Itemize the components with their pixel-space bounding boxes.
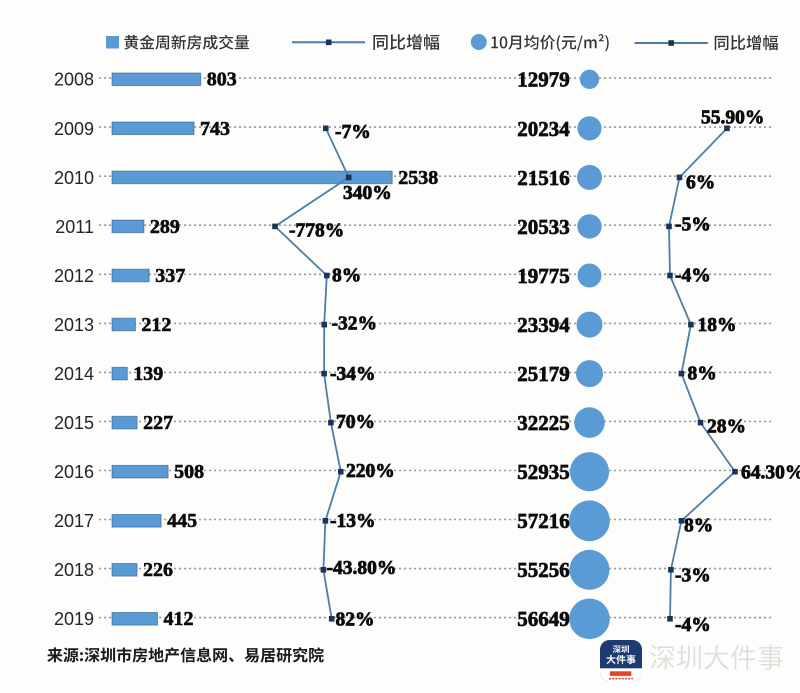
svg-text:2011: 2011 [55, 217, 94, 237]
svg-text:-43.80%: -43.80% [327, 558, 397, 579]
svg-text:18%: 18% [698, 315, 737, 336]
svg-text:-5%: -5% [675, 215, 711, 236]
svg-text:6%: 6% [686, 173, 715, 194]
svg-text:-778%: -778% [289, 221, 344, 242]
svg-text:-34%: -34% [330, 364, 376, 385]
svg-text:12979: 12979 [517, 68, 570, 92]
svg-text:2018: 2018 [54, 560, 94, 580]
svg-text:2012: 2012 [54, 266, 94, 286]
svg-text:2538: 2538 [398, 167, 438, 189]
svg-text:-32%: -32% [332, 314, 378, 335]
svg-text:743: 743 [200, 118, 230, 140]
svg-text:-4%: -4% [675, 615, 711, 636]
svg-text:55.90%: 55.90% [701, 108, 764, 129]
svg-text:508: 508 [174, 461, 204, 483]
svg-text:55256: 55256 [517, 558, 570, 582]
svg-text:227: 227 [143, 412, 173, 434]
svg-text:803: 803 [207, 69, 237, 91]
svg-text:-13%: -13% [330, 511, 376, 532]
svg-text:32225: 32225 [517, 411, 570, 435]
svg-text:226: 226 [143, 559, 173, 581]
svg-text:70%: 70% [336, 412, 375, 433]
svg-text:64.30%: 64.30% [741, 463, 800, 484]
svg-text:56649: 56649 [517, 607, 570, 631]
svg-text:20234: 20234 [517, 117, 570, 141]
svg-text:2017: 2017 [54, 511, 94, 531]
svg-text:57216: 57216 [517, 509, 570, 533]
svg-text:21516: 21516 [517, 166, 570, 190]
svg-text:-3%: -3% [675, 566, 711, 587]
svg-text:412: 412 [164, 608, 194, 630]
svg-text:25179: 25179 [517, 362, 570, 386]
svg-text:82%: 82% [336, 610, 375, 631]
svg-text:8%: 8% [332, 266, 361, 287]
svg-text:20533: 20533 [517, 215, 570, 239]
svg-text:-7%: -7% [335, 122, 371, 143]
svg-text:2010: 2010 [54, 168, 94, 188]
svg-text:8%: 8% [684, 516, 713, 537]
svg-text:139: 139 [133, 363, 163, 385]
svg-text:-4%: -4% [675, 266, 711, 287]
svg-text:289: 289 [150, 216, 180, 238]
svg-text:212: 212 [141, 314, 171, 336]
svg-text:445: 445 [167, 510, 197, 532]
svg-text:2014: 2014 [54, 364, 94, 384]
svg-text:2015: 2015 [54, 413, 94, 433]
svg-text:28%: 28% [707, 417, 746, 438]
svg-text:19775: 19775 [517, 264, 570, 288]
svg-text:220%: 220% [346, 461, 395, 482]
svg-text:52935: 52935 [517, 460, 570, 484]
svg-text:2019: 2019 [54, 609, 94, 629]
svg-text:23394: 23394 [517, 313, 570, 337]
svg-text:2008: 2008 [54, 70, 94, 90]
svg-text:2009: 2009 [54, 119, 94, 139]
svg-text:2016: 2016 [54, 462, 94, 482]
svg-text:340%: 340% [343, 183, 392, 204]
svg-text:8%: 8% [688, 364, 717, 385]
svg-text:337: 337 [155, 265, 185, 287]
svg-text:2013: 2013 [54, 315, 94, 335]
